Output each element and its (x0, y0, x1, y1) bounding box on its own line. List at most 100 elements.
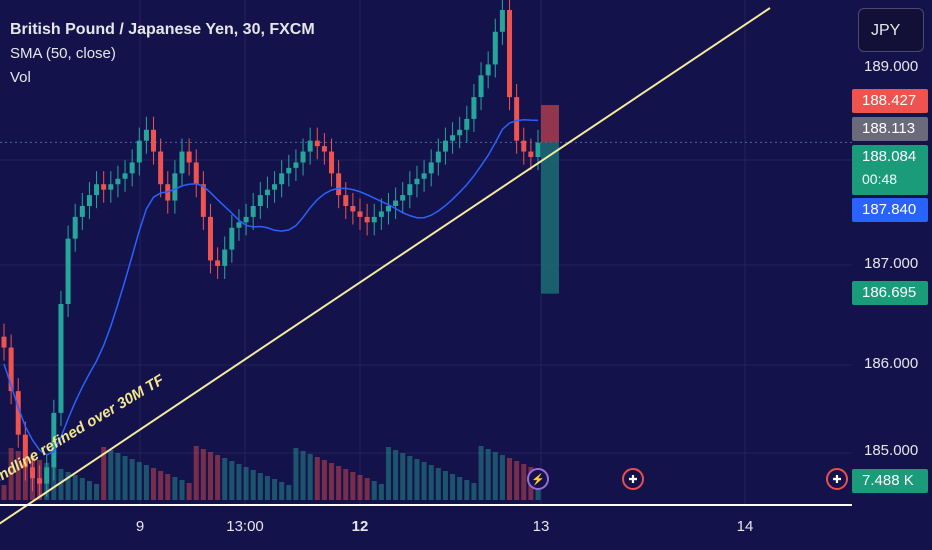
volume-bar (385, 447, 391, 500)
volume-bar (279, 482, 285, 500)
volume-bar (129, 459, 135, 500)
candle-body (371, 216, 377, 223)
candle-body (421, 173, 427, 179)
candle-body (122, 173, 128, 179)
candle-body (350, 206, 356, 212)
candle-body (158, 151, 164, 185)
candle-body (58, 304, 64, 413)
sma-indicator-label[interactable]: SMA (50, close) (10, 45, 116, 62)
sma-price-label: 187.840 (852, 198, 928, 222)
candle-body (1, 336, 7, 348)
lightning-icon[interactable]: ⚡ (527, 468, 549, 490)
candle-body (457, 129, 463, 136)
candle-body (471, 97, 477, 119)
volume-bar (65, 472, 71, 500)
candle-body (314, 140, 320, 147)
y-tick-label: 186.000 (864, 355, 919, 372)
candle-body (528, 151, 534, 157)
uk-flag-icon[interactable]: ✚ (622, 468, 644, 490)
stop-price-label: 188.427 (852, 89, 928, 113)
candle-body (65, 238, 71, 304)
volume-bar (421, 462, 427, 500)
volume-bar (72, 475, 78, 500)
candle-body (442, 140, 448, 152)
volume-bar (37, 460, 43, 500)
candle-body (400, 195, 406, 201)
volume-bar (108, 450, 114, 500)
candle-body (37, 478, 43, 484)
volume-bar (300, 451, 306, 500)
volume-bar (286, 485, 292, 500)
volume-bar (492, 452, 498, 500)
volume-bar (378, 484, 384, 500)
y-tick-label: 185.000 (864, 442, 919, 459)
volume-bar (215, 455, 221, 500)
candle-body (464, 118, 470, 130)
x-tick-label: 14 (736, 518, 754, 535)
x-tick-label: 9 (135, 518, 145, 535)
volume-bar (101, 447, 107, 500)
volume-bar (151, 468, 157, 500)
volume-bar (257, 473, 263, 500)
candle-body (136, 140, 142, 163)
volume-bar (357, 475, 363, 500)
volume-bar (464, 480, 470, 500)
volume-bar (44, 463, 50, 500)
candle-body (207, 216, 213, 261)
volume-bar (222, 458, 228, 500)
volume-bar (143, 465, 149, 500)
volume-bar (414, 459, 420, 500)
volume-bar (499, 455, 505, 500)
target-price-label: 186.695 (852, 281, 928, 305)
candle-body (108, 184, 114, 190)
uk-flag-icon[interactable]: ✚ (826, 468, 848, 490)
candle-body (243, 216, 249, 223)
volume-bar (507, 458, 513, 500)
candle-body (229, 227, 235, 250)
volume-bar (158, 471, 164, 500)
volume-indicator-label[interactable]: Vol (10, 69, 31, 86)
volume-bar (51, 466, 57, 500)
candle-body (393, 200, 399, 206)
symbol-title[interactable]: British Pound / Japanese Yen, 30, FXCM (10, 21, 315, 38)
candle-body (101, 184, 107, 190)
volume-bar (485, 449, 491, 500)
candle-body (293, 162, 299, 168)
candle-body (514, 97, 520, 141)
volume-bar (229, 461, 235, 500)
candle-body (407, 184, 413, 196)
volume-bar (94, 484, 100, 500)
candle-body (485, 64, 491, 76)
candle-body (79, 206, 85, 217)
volume-bar (400, 453, 406, 500)
currency-button[interactable]: JPY (858, 8, 924, 52)
volume-bar (514, 461, 520, 500)
volume-bar (393, 450, 399, 500)
volume-bar (457, 477, 463, 500)
candle-body (72, 216, 78, 239)
candle-body (414, 178, 420, 185)
candle-body (499, 10, 505, 32)
volume-bar (371, 481, 377, 500)
volume-bar (186, 483, 192, 500)
volume-bar (450, 474, 456, 500)
candle-body (307, 140, 313, 152)
candle-body (200, 184, 206, 217)
volume-bar (321, 460, 327, 500)
candle-body (44, 467, 50, 484)
volume-bar (122, 456, 128, 500)
volume-bar (336, 466, 342, 500)
volume-bar (350, 472, 356, 500)
candle-body (300, 151, 306, 163)
candle-body (343, 195, 349, 206)
candle-body (272, 184, 278, 190)
candle-body (179, 151, 185, 174)
volume-bar (428, 465, 434, 500)
volume-bar (264, 476, 270, 500)
volume-bar (29, 457, 35, 500)
volume-bar (8, 448, 14, 500)
volume-bar (435, 468, 441, 500)
volume-bar (314, 457, 320, 500)
volume-bar (272, 479, 278, 500)
